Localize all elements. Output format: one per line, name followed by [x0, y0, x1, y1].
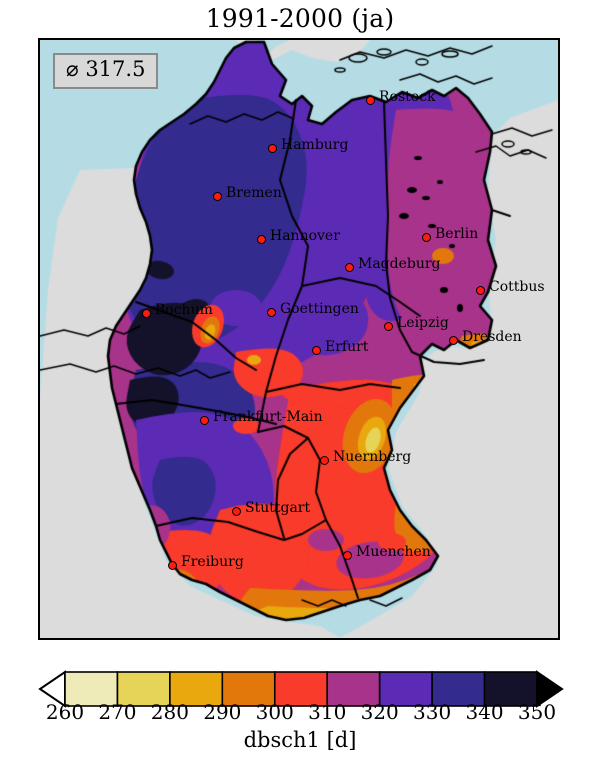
city-label: Hannover: [270, 228, 340, 244]
city-dot-icon: [257, 235, 266, 244]
city-label: Bremen: [226, 185, 282, 201]
domain-average-annotation: ⌀ 317.5: [53, 53, 159, 89]
city-label: Leipzig: [397, 315, 449, 331]
city-dot-icon: [232, 507, 241, 516]
city-label: Erfurt: [325, 339, 369, 355]
city-label: Frankfurt-Main: [213, 409, 323, 425]
city-label: Muenchen: [356, 544, 431, 560]
city-dot-icon: [267, 308, 276, 317]
city-dot-icon: [312, 346, 321, 355]
city-dot-icon: [422, 233, 431, 242]
city-label: Cottbus: [489, 279, 545, 295]
city-dot-icon: [449, 336, 458, 345]
city-label: Goettingen: [280, 301, 359, 317]
city-dot-icon: [200, 416, 209, 425]
colorbar-tick-280: 280: [150, 700, 189, 724]
city-label: Freiburg: [181, 554, 244, 570]
colorbar-tick-320: 320: [360, 700, 399, 724]
city-label: Dresden: [462, 329, 522, 345]
colorbar-tick-300: 300: [255, 700, 294, 724]
city-dot-icon: [320, 456, 329, 465]
city-label: Nuernberg: [333, 449, 412, 465]
colorbar[interactable]: [0, 668, 600, 710]
page-title: 1991-2000 (ja): [205, 4, 395, 33]
colorbar-tick-260: 260: [45, 700, 85, 724]
colorbar-tick-290: 290: [203, 700, 242, 724]
city-dot-icon: [343, 551, 352, 560]
colorbar-tick-340: 340: [465, 700, 504, 724]
city-dot-icon: [268, 144, 277, 153]
colorbar-tick-310: 310: [308, 700, 347, 724]
city-dot-icon: [476, 286, 485, 295]
city-label: Rostock: [379, 89, 436, 105]
colorbar-swatches: [38, 670, 564, 708]
colorbar-tick-330: 330: [413, 700, 452, 724]
city-dot-icon: [366, 96, 375, 105]
colorbar-axis-label: dbsch1 [d]: [243, 728, 357, 752]
city-dot-icon: [168, 561, 177, 570]
colorbar-tick-labels: 260 270 280 290 300 310 320 330 340 350: [0, 700, 600, 726]
contour-map-canvas: [40, 40, 558, 638]
city-dot-icon: [213, 192, 222, 201]
city-label: Bochum: [155, 302, 213, 318]
city-label: Magdeburg: [358, 256, 441, 272]
colorbar-tick-270: 270: [98, 700, 137, 724]
city-label: Stuttgart: [245, 500, 311, 516]
city-dot-icon: [142, 309, 151, 318]
city-label: Berlin: [435, 226, 479, 242]
colorbar-tick-350: 350: [517, 700, 557, 724]
city-dot-icon: [384, 322, 393, 331]
city-dot-icon: [345, 263, 354, 272]
city-label: Hamburg: [281, 137, 349, 153]
map-plot-area: ⌀ 317.5 Rostock Hamburg Bremen Hannover Berl…: [38, 38, 560, 640]
